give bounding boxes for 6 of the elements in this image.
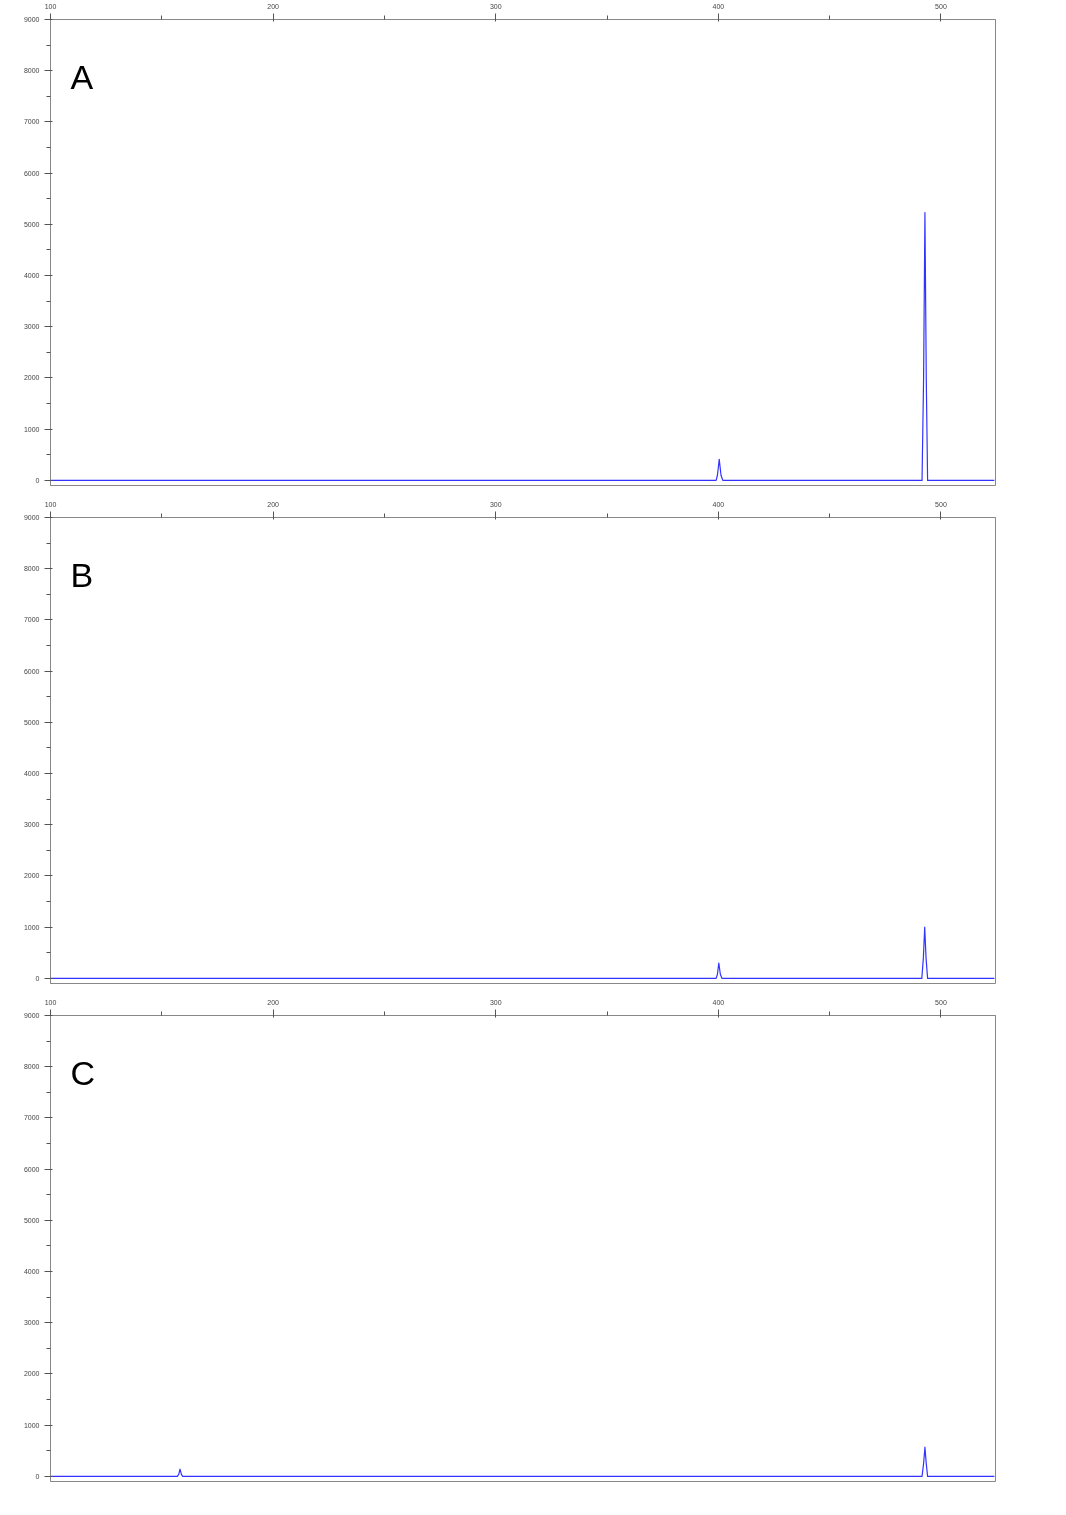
text: C [70, 1053, 96, 1092]
line-series [50, 1446, 995, 1477]
text: B [70, 555, 94, 594]
line-series [50, 211, 995, 481]
text: A [70, 57, 94, 96]
line-series [50, 926, 995, 979]
